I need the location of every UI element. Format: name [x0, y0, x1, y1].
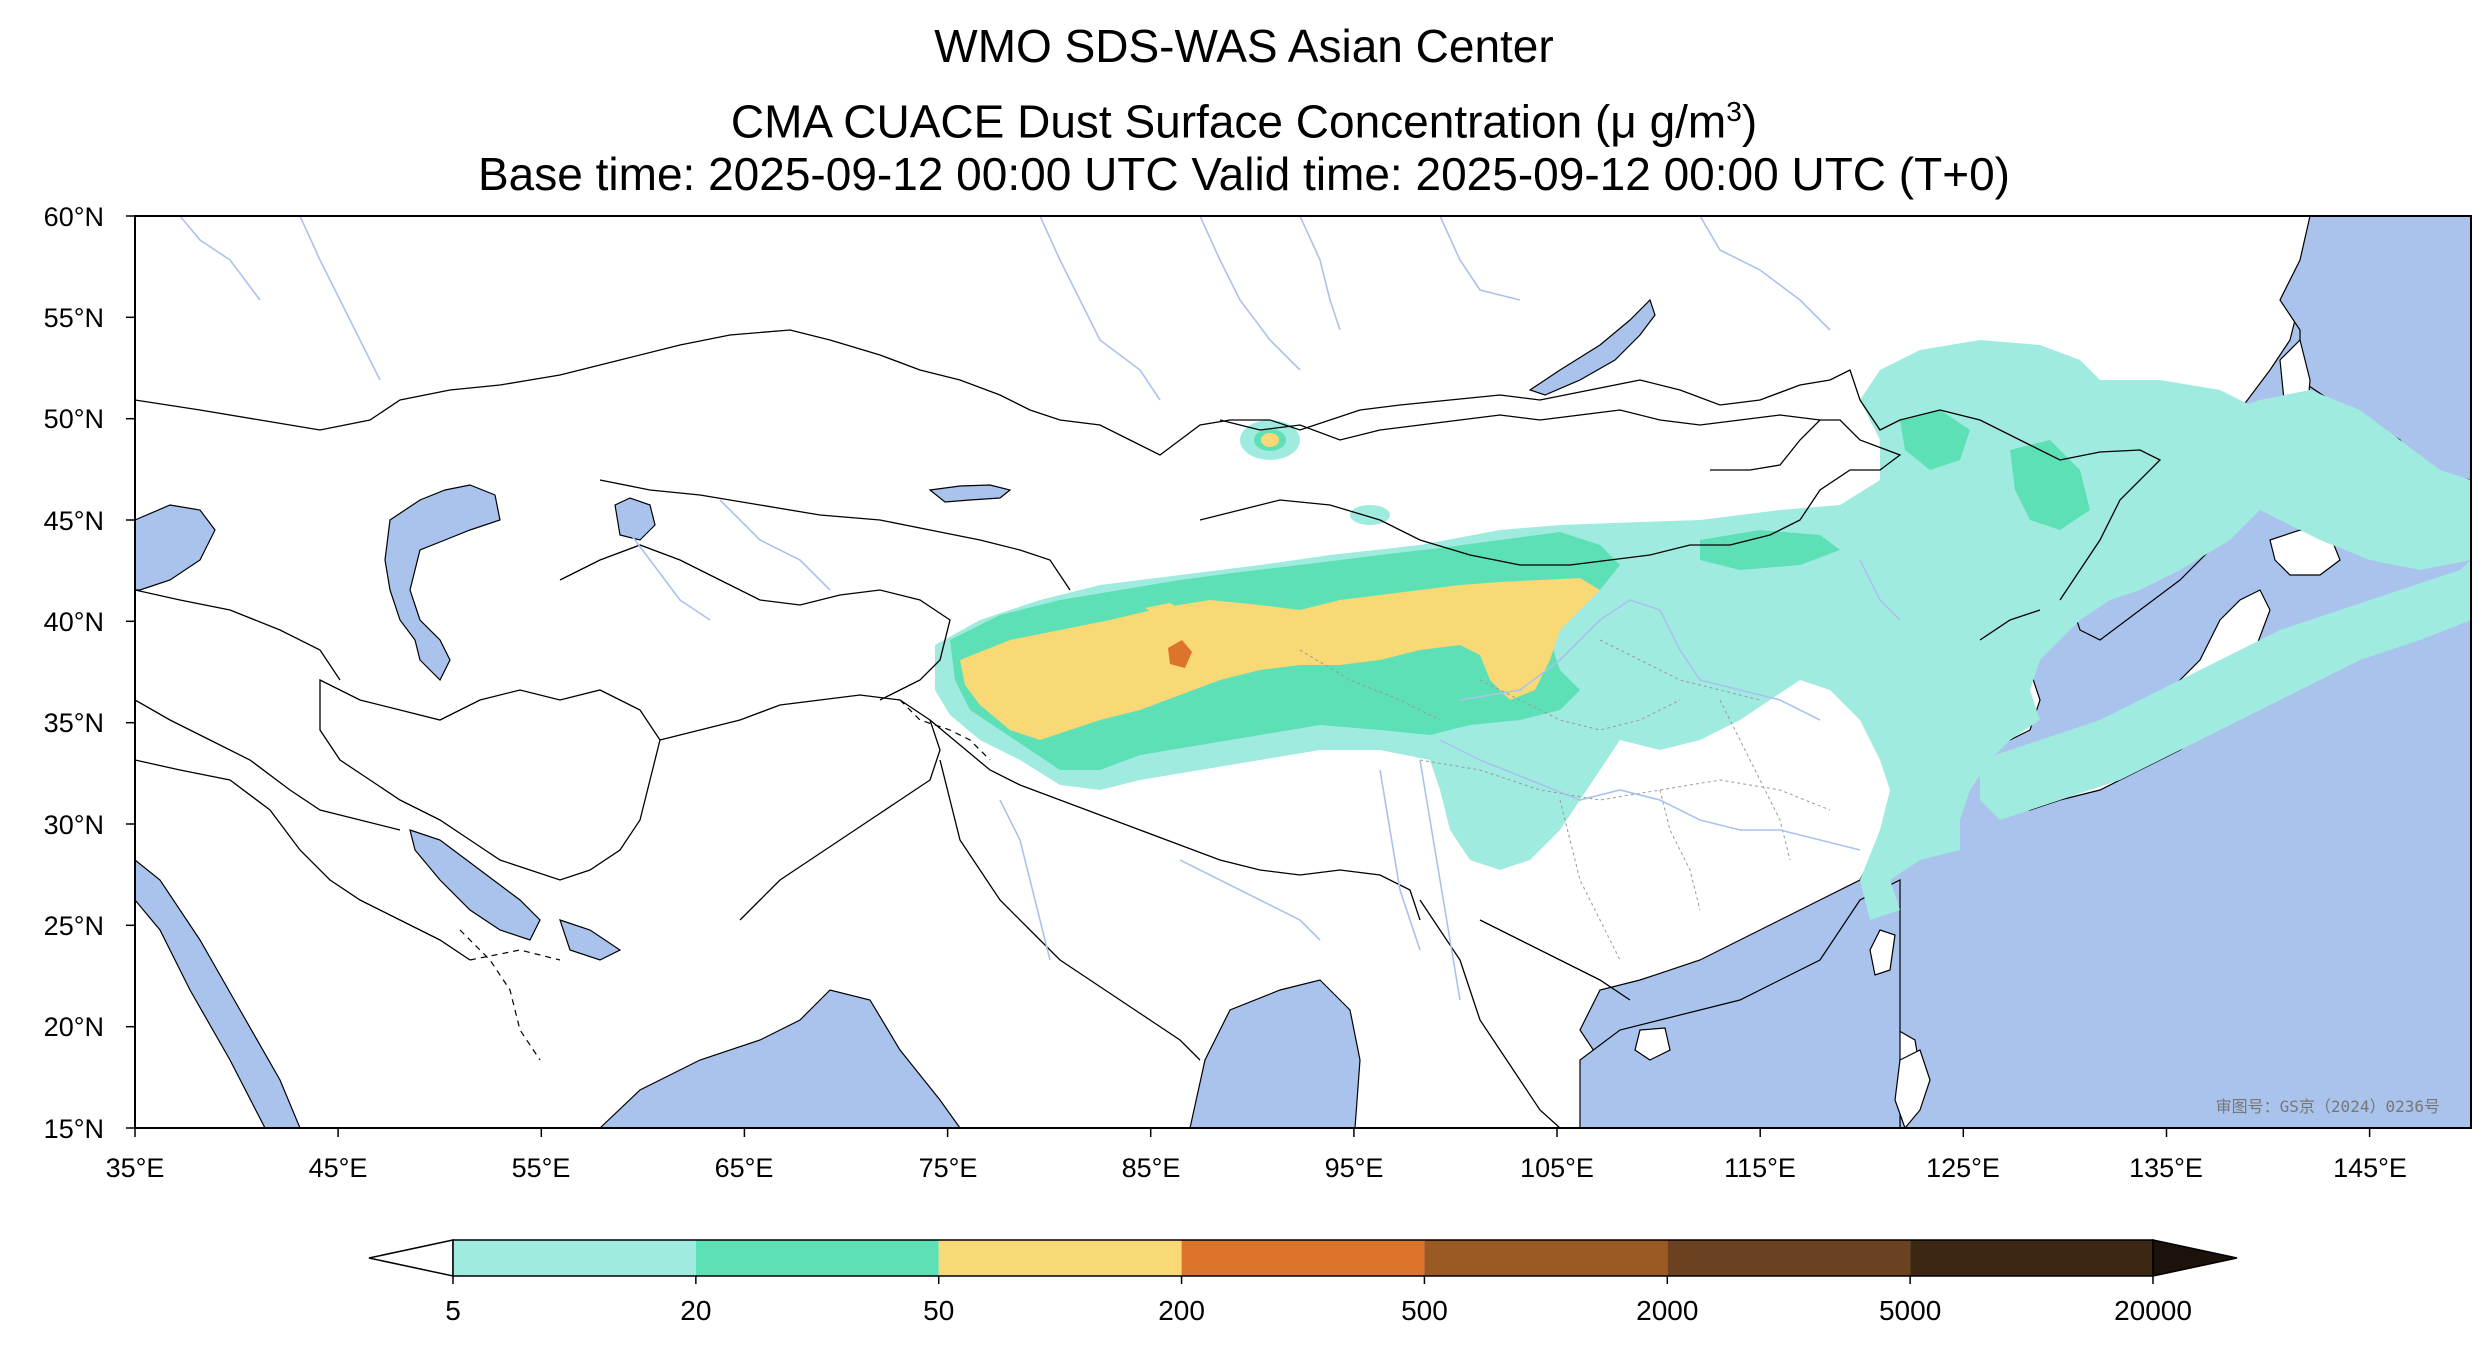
- lat-labels: 60°N 55°N 50°N 45°N 40°N 35°N 30°N 25°N …: [44, 202, 104, 1144]
- colorbar-label: 5000: [1879, 1295, 1941, 1326]
- lat-label-35: 35°N: [44, 708, 104, 738]
- arabian-sea: [599, 989, 961, 1128]
- dust-okhotsk-plume: [2200, 390, 2471, 570]
- colorbar-segment: [695, 1240, 939, 1276]
- unit-superscript: 3: [1726, 96, 1742, 127]
- lat-label-60: 60°N: [44, 202, 104, 232]
- border-india: [939, 759, 1201, 1061]
- dust-50-patch-west: [1145, 603, 1185, 620]
- colorbar-segment: [938, 1240, 1182, 1276]
- taiwan: [1869, 929, 1896, 976]
- border-russia-kazakhstan: [135, 329, 2162, 601]
- lon-label-125: 125°E: [1926, 1153, 2000, 1183]
- lon-label-55: 55°E: [512, 1153, 571, 1183]
- border-mongolia-russia-north: [1219, 409, 1821, 441]
- lat-label-30: 30°N: [44, 810, 104, 840]
- colorbar-under-extension: [368, 1239, 454, 1277]
- disputed-borders: [459, 699, 991, 1061]
- border-turkey: [135, 589, 341, 681]
- map-frame: [134, 215, 2472, 1129]
- colorbar-segment: [1667, 1240, 1911, 1276]
- lon-label-45: 45°E: [309, 1153, 368, 1183]
- dust-mongolia-20-patch-a: [1700, 530, 1840, 570]
- country-borders: [135, 329, 2162, 1128]
- persian-gulf: [409, 829, 541, 941]
- map-area: 审图号：GS京（2024）0236号: [135, 216, 2471, 1128]
- border-central-asia: [559, 544, 951, 701]
- border-india-china: [929, 719, 1421, 921]
- dust-northeast-20-patch-b: [2010, 440, 2090, 530]
- lon-axis: [134, 1128, 2371, 1137]
- dust-kazakh-50-patch: [1261, 433, 1279, 447]
- border-china-mongolia: [1199, 419, 1902, 566]
- colorbar-segment: [1181, 1240, 1425, 1276]
- dust-east-sea-plume: [1980, 560, 2471, 820]
- review-number-watermark: 审图号：GS京（2024）0236号: [2216, 1097, 2440, 1116]
- province-borders: [1299, 639, 1831, 961]
- gulf-of-oman: [559, 919, 622, 961]
- lake-baikal: [1528, 298, 1656, 396]
- lat-label-20: 20°N: [44, 1012, 104, 1042]
- colorbar: 5 20 50 200 500 2000 5000 20000: [368, 1239, 2238, 1326]
- colorbar-label: 20: [680, 1295, 711, 1326]
- border-kazakh-south: [599, 479, 1071, 591]
- lon-labels: 35°E 45°E 55°E 65°E 75°E 85°E 95°E 105°E…: [106, 1153, 2407, 1183]
- dust-5-20-layer: [935, 340, 2471, 920]
- lat-label-25: 25°N: [44, 911, 104, 941]
- south-china-sea: [1579, 879, 1901, 1128]
- colorbar-over-extension: [2152, 1239, 2238, 1277]
- red-sea: [135, 859, 301, 1128]
- lon-label-75: 75°E: [919, 1153, 978, 1183]
- colorbar-segment: [1910, 1240, 2153, 1276]
- border-north-korea: [1979, 609, 2041, 641]
- colorbar-label: 500: [1401, 1295, 1448, 1326]
- map-subtitle: CMA CUACE Dust Surface Concentration (μ …: [730, 95, 1758, 148]
- lon-label-145: 145°E: [2333, 1153, 2407, 1183]
- colorbar-label: 20000: [2114, 1295, 2192, 1326]
- lon-label-85: 85°E: [1122, 1153, 1181, 1183]
- lat-label-50: 50°N: [44, 404, 104, 434]
- dust-northeast-20-patch: [1900, 410, 1970, 470]
- colorbar-label: 50: [923, 1295, 954, 1326]
- lat-label-45: 45°N: [44, 506, 104, 536]
- lon-label-65: 65°E: [715, 1153, 774, 1183]
- rivers: [179, 216, 1901, 1001]
- lon-label-35: 35°E: [106, 1153, 165, 1183]
- colorbar-outline: [452, 1239, 2154, 1277]
- colorbar-segment: [1424, 1240, 1668, 1276]
- border-iran: [319, 678, 661, 881]
- colorbar-label: 2000: [1636, 1295, 1698, 1326]
- lon-label-115: 115°E: [1724, 1153, 1796, 1183]
- lake-balkhash: [928, 484, 1012, 503]
- border-southeast-asia: [1419, 899, 1561, 1128]
- map-time-info: Base time: 2025-09-12 00:00 UTC Valid ti…: [478, 148, 2010, 200]
- hainan: [1634, 1027, 1671, 1061]
- aral-sea: [614, 497, 656, 541]
- border-arabia: [135, 699, 401, 831]
- lon-label-135: 135°E: [2129, 1153, 2203, 1183]
- colorbar-segment: [453, 1240, 696, 1276]
- lon-label-105: 105°E: [1520, 1153, 1594, 1183]
- philippines-luzon: [1894, 1049, 1931, 1128]
- lat-axis: [126, 215, 135, 1129]
- lat-label-55: 55°N: [44, 303, 104, 333]
- colorbar-label: 5: [445, 1295, 461, 1326]
- border-arabia-inner: [135, 759, 471, 961]
- lat-label-15: 15°N: [44, 1114, 104, 1144]
- colorbar-label: 200: [1158, 1295, 1205, 1326]
- caspian-sea: [384, 484, 501, 682]
- lon-label-95: 95°E: [1325, 1153, 1384, 1183]
- map-title: WMO SDS-WAS Asian Center: [934, 20, 1554, 72]
- border-china-vietnam: [1479, 919, 1631, 1001]
- border-afghanistan-pakistan: [659, 694, 941, 921]
- bay-of-bengal: [1189, 979, 1361, 1128]
- dust-50-200-layer: [960, 433, 1600, 740]
- dust-200-500-layer: [1168, 640, 1192, 668]
- lat-label-40: 40°N: [44, 607, 104, 637]
